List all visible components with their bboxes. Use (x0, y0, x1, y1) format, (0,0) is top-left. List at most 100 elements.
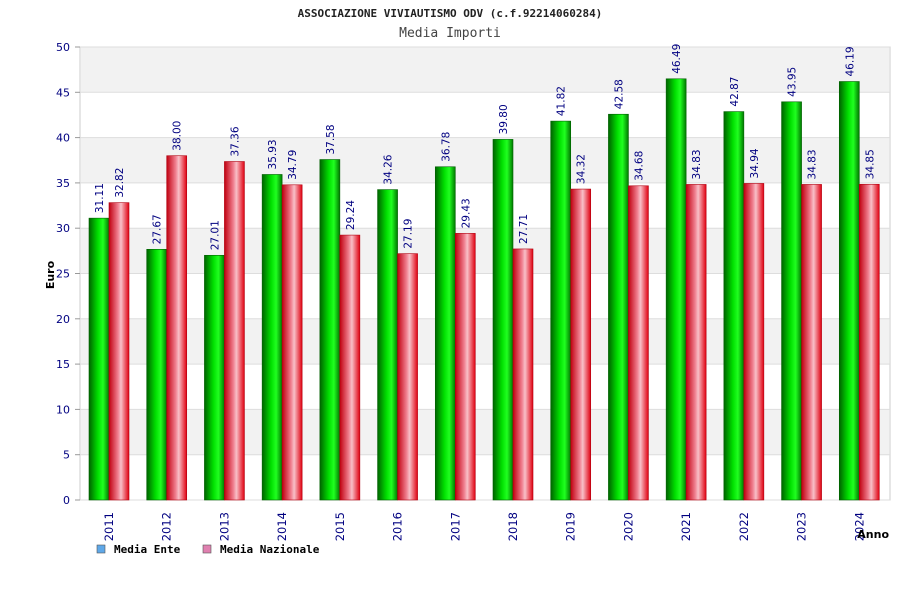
y-tick-label: 20 (56, 313, 70, 326)
legend: Media Ente Media Nazionale (96, 543, 320, 556)
plot-band (81, 409, 889, 455)
value-label-ente-2015: 37.58 (325, 124, 337, 154)
plot-band (81, 318, 889, 365)
value-label-ente-2016: 34.26 (383, 154, 395, 184)
chart-title: ASSOCIAZIONE VIVIAUTISMO ODV (c.f.922140… (298, 7, 603, 20)
bar-media-ente-2022 (723, 111, 745, 501)
value-label-ente-2013: 27.01 (209, 220, 221, 250)
value-label-ente-2020: 42.58 (613, 79, 625, 109)
value-label-ente-2011: 31.11 (94, 183, 106, 213)
y-tick-label: 40 (56, 132, 70, 145)
y-tick-label: 45 (56, 86, 70, 99)
value-label-nazionale-2017: 29.43 (460, 198, 472, 228)
bar-media-nazionale-2020 (628, 185, 649, 501)
x-tick-label-2012: 2012 (160, 512, 174, 541)
x-tick-label-2020: 2020 (621, 512, 635, 541)
value-label-ente-2019: 41.82 (556, 86, 568, 116)
x-tick-label-2013: 2013 (217, 512, 231, 541)
value-label-nazionale-2016: 27.19 (403, 219, 415, 249)
y-tick-label: 25 (56, 268, 70, 281)
y-tick-label: 10 (56, 403, 70, 416)
value-label-ente-2022: 42.87 (729, 77, 741, 107)
value-label-nazionale-2012: 38.00 (172, 121, 184, 151)
x-tick-label-2017: 2017 (448, 512, 462, 541)
legend-swatch-media-nazionale (202, 544, 212, 554)
value-label-ente-2014: 35.93 (267, 139, 279, 169)
bar-media-ente-2020 (608, 113, 629, 501)
y-axis-ticks: 0 5 10 15 20 25 30 35 40 45 50 (56, 41, 70, 507)
y-tick-label: 0 (63, 494, 70, 507)
value-label-nazionale-2022: 34.94 (749, 148, 761, 178)
value-label-nazionale-2011: 32.82 (114, 168, 126, 198)
y-tick-label: 50 (56, 41, 70, 54)
bar-media-nazionale-2019 (570, 188, 592, 501)
value-label-ente-2017: 36.78 (440, 132, 452, 162)
bar-media-ente-2019 (550, 120, 572, 501)
bar-media-nazionale-2015 (339, 234, 361, 501)
bar-media-nazionale-2022 (743, 183, 765, 501)
bar-media-ente-2024 (838, 81, 860, 501)
value-label-ente-2018: 39.80 (498, 104, 510, 134)
value-label-nazionale-2018: 27.71 (518, 214, 530, 244)
y-tick-label: 5 (63, 449, 70, 462)
bar-value-labels: 31.11 32.82 27.67 38.00 27.01 37.36 35.93 34.79… (94, 44, 876, 251)
value-label-nazionale-2014: 34.79 (287, 150, 299, 180)
bar-media-nazionale-2024 (858, 183, 880, 501)
x-tick-label-2023: 2023 (795, 512, 809, 541)
plot-band (81, 47, 889, 93)
x-tick-label-2018: 2018 (506, 512, 520, 541)
bar-media-ente-2017 (434, 166, 456, 501)
x-tick-label-2016: 2016 (391, 512, 405, 541)
bar-media-ente-2018 (492, 139, 514, 501)
bar-media-ente-2011 (88, 217, 110, 501)
bar-media-ente-2015 (319, 159, 341, 501)
x-tick-label-2024: 2024 (852, 512, 866, 541)
bars (88, 78, 880, 501)
value-label-nazionale-2020: 34.68 (633, 151, 645, 181)
chart-subtitle: Media Importi (399, 26, 501, 41)
value-label-ente-2024: 46.19 (844, 46, 856, 76)
x-tick-label-2015: 2015 (333, 512, 347, 541)
bar-media-nazionale-2021 (685, 184, 707, 501)
y-tick-label: 15 (56, 358, 70, 371)
x-tick-label-2022: 2022 (737, 512, 751, 541)
bar-media-ente-2023 (781, 101, 802, 501)
bar-media-nazionale-2017 (454, 233, 476, 501)
value-label-nazionale-2019: 34.32 (576, 154, 588, 184)
y-tick-label: 30 (56, 222, 70, 235)
x-tick-label-2014: 2014 (275, 512, 289, 541)
value-label-nazionale-2013: 37.36 (229, 126, 241, 156)
value-label-ente-2021: 46.49 (671, 44, 683, 74)
bar-media-nazionale-2016 (397, 253, 418, 501)
legend-label-media-ente: Media Ente (114, 543, 181, 556)
legend-swatch-media-ente (96, 544, 106, 554)
value-label-nazionale-2024: 34.85 (864, 149, 876, 179)
bar-media-nazionale-2013 (224, 161, 245, 501)
value-label-ente-2012: 27.67 (152, 214, 164, 244)
x-tick-label-2011: 2011 (102, 512, 116, 541)
value-label-nazionale-2021: 34.83 (691, 149, 703, 179)
x-tick-label-2019: 2019 (564, 512, 578, 541)
bar-media-nazionale-2011 (108, 202, 130, 501)
bar-media-ente-2016 (377, 189, 398, 501)
bar-media-ente-2013 (204, 254, 225, 501)
x-axis-ticks: 2011 2012 2013 2014 2015 2016 2017 2018 2019 2020… (102, 512, 866, 541)
bar-media-ente-2012 (146, 249, 168, 501)
value-label-ente-2023: 43.95 (787, 67, 799, 97)
bar-media-nazionale-2023 (801, 184, 822, 501)
legend-label-media-nazionale: Media Nazionale (220, 543, 320, 556)
value-label-nazionale-2023: 34.83 (807, 149, 819, 179)
value-label-nazionale-2015: 29.24 (345, 200, 357, 230)
plot-band (81, 137, 889, 183)
x-axis-label: Anno (857, 528, 889, 541)
bar-media-nazionale-2014 (281, 184, 303, 501)
y-tick-label: 35 (56, 177, 70, 190)
bar-media-nazionale-2018 (512, 248, 534, 501)
x-tick-label-2021: 2021 (679, 512, 693, 541)
bar-media-nazionale-2012 (166, 155, 188, 501)
y-axis-label: Euro (44, 260, 57, 289)
plot-band (81, 228, 889, 274)
bar-media-ente-2014 (261, 174, 283, 501)
bar-media-ente-2021 (665, 78, 687, 501)
